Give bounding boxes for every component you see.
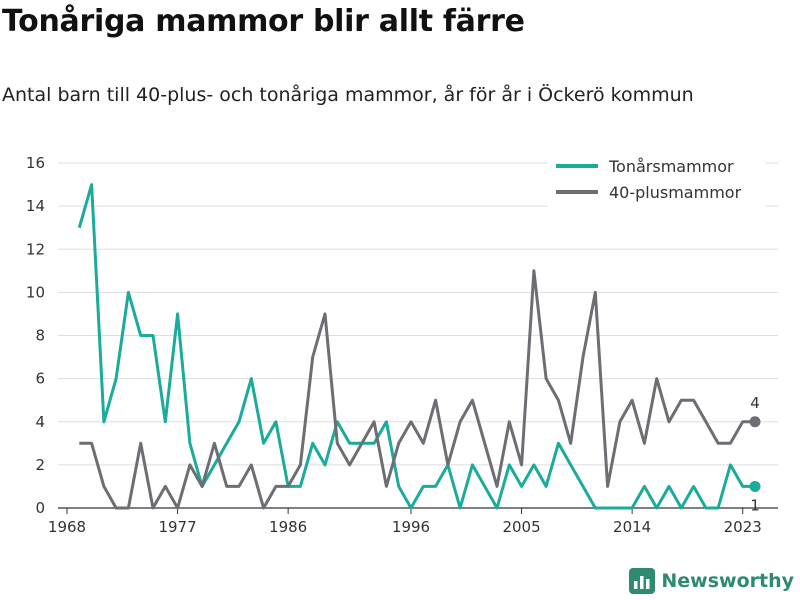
- y-tick-label: 8: [35, 327, 45, 345]
- end-value-label: 4: [750, 394, 760, 412]
- y-tick-label: 16: [26, 154, 45, 172]
- y-tick-label: 10: [26, 283, 45, 301]
- end-value-label: 1: [750, 496, 760, 514]
- x-tick-label: 1977: [158, 518, 196, 536]
- legend-label: 40-plusmammor: [609, 183, 742, 202]
- x-tick-label: 1968: [48, 518, 86, 536]
- x-tick-label: 2005: [502, 518, 540, 536]
- x-tick-label: 1986: [269, 518, 307, 536]
- series-line-tonarsmammor: [77, 183, 755, 510]
- legend-box: [548, 150, 766, 208]
- y-tick-label: 4: [35, 413, 45, 431]
- x-tick-label: 2014: [613, 518, 651, 536]
- series-end-point: [749, 416, 761, 428]
- brand-name: Newsworthy: [661, 570, 794, 592]
- y-tick-label: 12: [26, 240, 45, 258]
- chart-subtitle: Antal barn till 40-plus- och tonåriga ma…: [2, 84, 694, 106]
- y-tick-label: 14: [26, 197, 45, 215]
- x-tick-label: 2023: [724, 518, 762, 536]
- bar-chart-logo-icon: [629, 568, 656, 594]
- x-tick-label: 1996: [392, 518, 430, 536]
- y-tick-label: 6: [35, 370, 45, 388]
- brand-logo: Newsworthy: [629, 568, 794, 594]
- y-tick-label: 0: [35, 499, 45, 517]
- series-end-point: [749, 480, 761, 492]
- series-line-40-plusmammor: [79, 269, 755, 510]
- legend-label: Tonårsmammor: [608, 157, 734, 176]
- y-tick-label: 2: [35, 456, 45, 474]
- chart-title: Tonåriga mammor blir allt färre: [2, 4, 525, 39]
